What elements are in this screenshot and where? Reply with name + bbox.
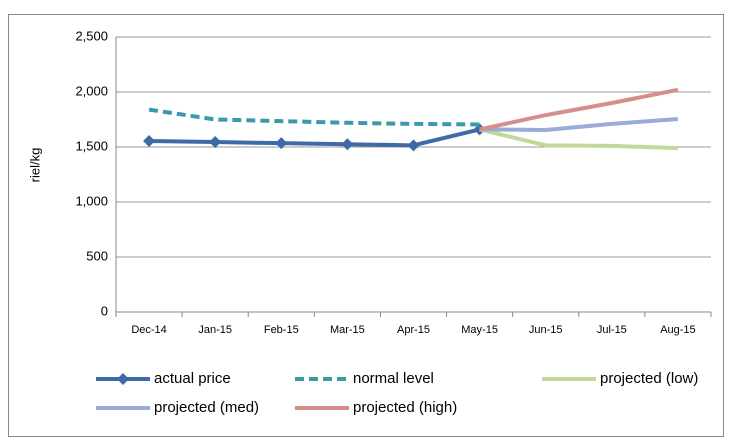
legend-label: projected (high) [353,399,457,416]
marker [407,139,420,152]
marker [143,134,156,147]
x-tick-label: Mar-15 [330,324,365,336]
legend-label: projected (med) [154,399,259,416]
x-tick-label: Jan-15 [198,324,232,336]
y-tick-label: 1,000 [75,193,108,208]
y-tick-label: 2,500 [75,28,108,43]
x-tick-label: Feb-15 [264,324,299,336]
series-line [479,87,679,132]
y-tick-label: 0 [101,303,108,318]
x-tick-label: Jul-15 [597,324,627,336]
x-tick-label: Dec-14 [131,324,166,336]
marker [209,136,222,149]
x-tick-label: Apr-15 [397,324,430,336]
chart-frame [8,14,724,437]
x-tick-label: Jun-15 [529,324,563,336]
legend-marker [117,373,129,385]
legend-label: projected (low) [600,370,698,387]
series-line [479,127,679,151]
x-tick-label: May-15 [461,324,498,336]
series-line [149,127,481,148]
legend-label: actual price [154,370,231,387]
marker [275,137,288,150]
x-tick-label: Aug-15 [660,324,695,336]
y-tick-label: 2,000 [75,83,108,98]
y-tick-label: 500 [86,248,108,263]
legend-label: normal level [353,370,434,387]
marker [341,138,354,151]
y-tick-label: 1,500 [75,138,108,153]
y-axis-label: riel/kg [27,148,42,183]
series-line [479,116,679,132]
